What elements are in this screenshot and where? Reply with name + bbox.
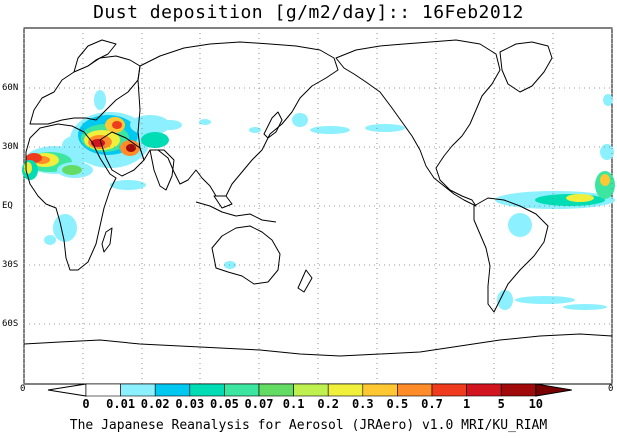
coastlines bbox=[23, 39, 613, 357]
colorbar-swatch bbox=[431, 383, 467, 397]
colorbar bbox=[47, 383, 572, 397]
australia-coast bbox=[211, 225, 281, 285]
lat-label-60n: 60N bbox=[2, 83, 19, 93]
colorbar-swatch bbox=[85, 383, 121, 397]
lat-label-30n: 30N bbox=[2, 142, 19, 152]
colorbar-label: 0 bbox=[82, 397, 90, 411]
map-title: Dust deposition [g/m2/day]:: 16Feb2012 bbox=[93, 2, 524, 23]
colorbar-label: 0.1 bbox=[282, 397, 305, 411]
colorbar-swatch bbox=[327, 383, 364, 397]
colorbar-label: 0.01 bbox=[106, 397, 136, 411]
south-america-coast bbox=[473, 197, 549, 313]
colorbar-label: 0.7 bbox=[421, 397, 443, 411]
africa-coast bbox=[25, 123, 117, 271]
colorbar-swatch bbox=[224, 383, 260, 397]
antarctica-coast bbox=[23, 333, 613, 357]
colorbar-label: 10 bbox=[528, 397, 544, 411]
colorbar-swatch bbox=[120, 383, 156, 397]
colorbar-label: 0.3 bbox=[351, 397, 374, 411]
colorbar-label: 0.02 bbox=[140, 397, 170, 411]
arabia-coast bbox=[99, 131, 145, 177]
north-america-coast bbox=[335, 39, 501, 207]
lat-label-eq: EQ bbox=[2, 201, 13, 211]
colorbar-swatch bbox=[293, 383, 329, 397]
axis-edge-label-left: 0 bbox=[20, 384, 26, 394]
colorbar-label: 0.05 bbox=[209, 397, 239, 411]
colorbar-swatch bbox=[500, 383, 537, 397]
colorbar-swatch bbox=[466, 383, 502, 397]
colorbar-label: 0.07 bbox=[244, 397, 274, 411]
colorbar-label: 0.03 bbox=[175, 397, 205, 411]
axis-edge-label-right: 0 bbox=[608, 384, 614, 394]
madagascar-coast bbox=[101, 227, 113, 253]
lat-label-60s: 60S bbox=[2, 319, 19, 329]
colorbar-swatch bbox=[189, 383, 225, 397]
greenland-coast bbox=[499, 41, 553, 93]
colorbar-swatch bbox=[154, 383, 191, 397]
credit-line: The Japanese Reanalysis for Aerosol (JRA… bbox=[69, 418, 548, 433]
indonesia-coast bbox=[195, 195, 277, 223]
colorbar-swatch bbox=[362, 383, 398, 397]
colorbar-label: 0.5 bbox=[386, 397, 409, 411]
india-coast bbox=[149, 149, 175, 191]
lat-label-30s: 30S bbox=[2, 260, 19, 270]
new-zealand-coast bbox=[297, 269, 313, 293]
colorbar-swatch bbox=[258, 383, 294, 397]
scandinavia-coast bbox=[73, 39, 117, 73]
colorbar-swatch bbox=[397, 383, 433, 397]
colorbar-label: 1 bbox=[462, 397, 471, 411]
colorbar-label: 0.2 bbox=[317, 397, 340, 411]
japan-coast bbox=[263, 111, 283, 139]
colorbar-label: 5 bbox=[497, 397, 505, 411]
colorbar-high-triangle bbox=[535, 383, 572, 397]
colorbar-low-triangle bbox=[47, 383, 87, 397]
